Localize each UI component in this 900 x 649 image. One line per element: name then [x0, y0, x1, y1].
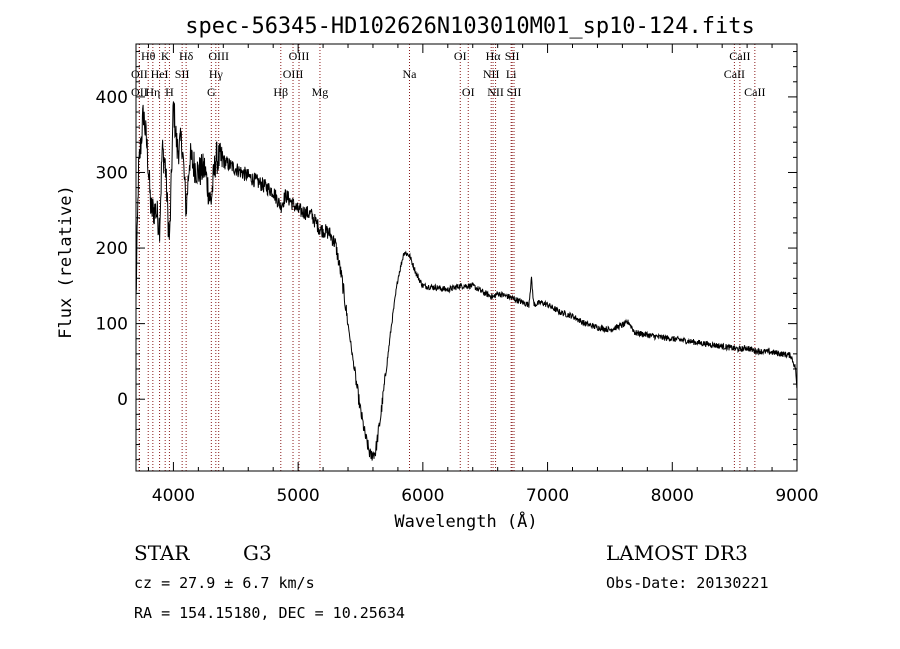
x-tick-label: 7000: [526, 486, 569, 506]
y-axis-ticks: 0 100 200 300 400: [96, 51, 797, 461]
spectral-line-label: HeI: [151, 67, 169, 81]
y-tick-label: 100: [96, 315, 128, 335]
x-tick-label: 6000: [401, 486, 444, 506]
y-tick-label: 200: [96, 239, 128, 259]
spectral-line-label: Hβ: [273, 85, 288, 99]
spectral-line-label: OI: [462, 85, 475, 99]
spectral-line-label: K: [161, 49, 170, 63]
spectrum-line: [135, 100, 798, 461]
spectral-lines-layer: [138, 44, 756, 471]
chart-title: spec-56345-HD102626N103010M01_sp10-124.f…: [185, 14, 755, 39]
spectral-line-label: Hα: [486, 49, 502, 63]
spectral-line-label: OIII: [283, 67, 304, 81]
y-tick-label: 0: [117, 390, 128, 410]
spectral-line-label: NII: [487, 85, 504, 99]
coordinates: RA = 154.15180, DEC = 10.25634: [134, 604, 405, 622]
x-tick-label: 5000: [276, 486, 319, 506]
spectral-line-label: OIII: [289, 49, 310, 63]
object-class: STAR: [134, 541, 190, 565]
spectral-line-label: CaII: [729, 49, 750, 63]
x-axis-label: Wavelength (Å): [394, 510, 537, 532]
x-axis-ticks: 4000 5000 6000 7000 8000 9000: [147, 44, 819, 506]
spectral-line-label: Hγ: [209, 67, 224, 81]
spectral-line-label: OII: [131, 67, 148, 81]
spectral-line-label: Na: [403, 67, 418, 81]
spectral-line-labels: OIIOIIHθHηHeIKHSIIHδGHγOIIIHβOIIIOIIIMgN…: [131, 49, 765, 99]
y-tick-label: 400: [96, 88, 128, 108]
spectral-line-label: Hθ: [141, 49, 156, 63]
spectral-line-label: SII: [175, 67, 190, 81]
observation-date: Obs-Date: 20130221: [606, 574, 769, 592]
spectral-line-label: CaII: [744, 85, 765, 99]
spectral-line-label: CaII: [724, 67, 745, 81]
x-tick-label: 8000: [651, 486, 694, 506]
x-tick-label: 4000: [152, 486, 195, 506]
spectral-line-label: OI: [454, 49, 467, 63]
x-tick-label: 9000: [775, 486, 818, 506]
spectral-line-label: Hδ: [179, 49, 194, 63]
y-axis-label: Flux (relative): [56, 185, 76, 339]
spectral-line-label: Li: [506, 67, 517, 81]
spectral-line-label: Mg: [312, 85, 329, 99]
spectral-line-label: NII: [483, 67, 500, 81]
redshift-velocity: cz = 27.9 ± 6.7 km/s: [134, 574, 315, 592]
y-tick-label: 300: [96, 163, 128, 183]
spectral-line-label: SII: [507, 85, 522, 99]
spectral-line-label: G: [207, 85, 216, 99]
spectral-line-label: OII: [131, 85, 148, 99]
spectral-line-label: H: [165, 85, 174, 99]
survey-name: LAMOST DR3: [606, 541, 748, 565]
object-subclass: G3: [243, 541, 272, 565]
spectral-line-label: SII: [505, 49, 520, 63]
spectral-line-label: OIII: [208, 49, 229, 63]
plot-frame: [135, 43, 798, 472]
spectral-line-label: Hη: [145, 85, 160, 99]
